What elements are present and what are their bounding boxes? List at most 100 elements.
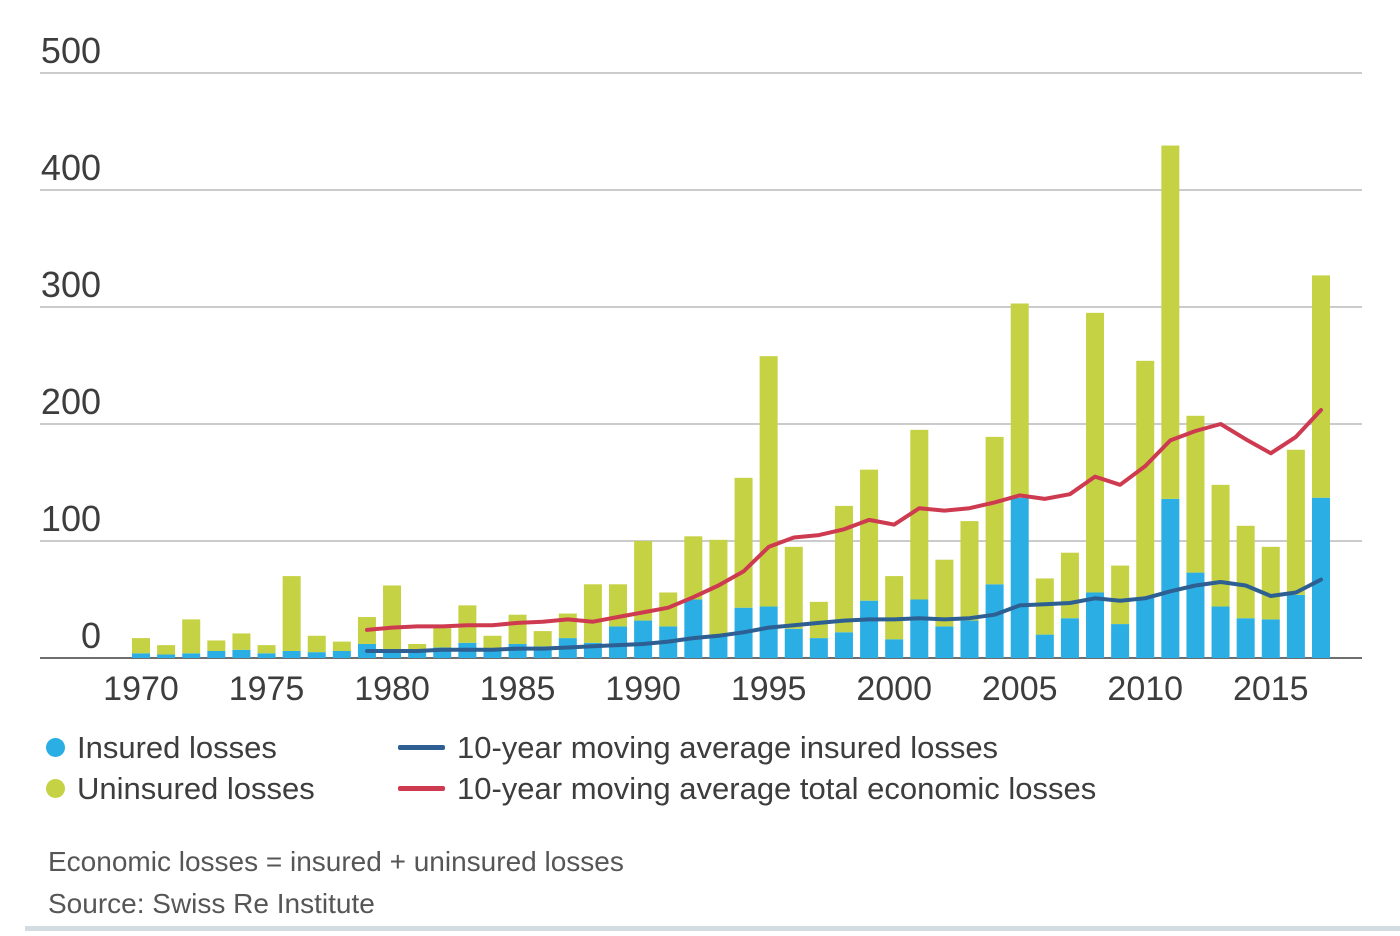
x-axis-tick-label: 2005 — [982, 670, 1058, 708]
bar-uninsured-1975 — [257, 645, 276, 654]
ma-total-line-icon — [398, 786, 445, 791]
x-axis-tick-label: 1995 — [731, 670, 807, 708]
legend-item-ma-insured: 10-year moving average insured losses — [398, 727, 998, 768]
y-axis-tick-label: 0 — [81, 615, 101, 656]
bar-uninsured-1981 — [408, 643, 427, 650]
bar-uninsured-1982 — [433, 627, 452, 648]
footnote-source: Source: Swiss Re Institute — [48, 888, 375, 919]
bar-uninsured-2008 — [1086, 312, 1105, 593]
bar-uninsured-1990 — [634, 541, 653, 621]
legend-label: 10-year moving average insured losses — [457, 729, 999, 765]
bar-uninsured-2000 — [885, 576, 904, 640]
bar-insured-1977 — [307, 652, 326, 658]
bar-insured-1992 — [684, 599, 703, 658]
bar-uninsured-1971 — [157, 645, 176, 655]
bar-uninsured-1973 — [207, 640, 226, 651]
bar-uninsured-2003 — [960, 521, 979, 621]
bar-insured-2000 — [885, 639, 904, 658]
bar-insured-1971 — [157, 654, 176, 658]
bar-uninsured-1984 — [483, 635, 502, 649]
bar-insured-2014 — [1236, 618, 1255, 658]
bar-insured-2016 — [1286, 594, 1305, 658]
bar-insured-1993 — [709, 634, 728, 658]
bar-insured-1976 — [282, 650, 301, 658]
bar-insured-1972 — [182, 653, 201, 658]
x-axis-tick-label: 1975 — [229, 670, 305, 708]
bar-insured-1985 — [508, 643, 527, 658]
x-axis-tick-label: 2000 — [856, 670, 932, 708]
bar-insured-2005 — [1010, 497, 1029, 658]
bottom-divider — [25, 926, 1400, 931]
x-axis-tick-label: 1990 — [605, 670, 681, 708]
line-ma-total — [365, 408, 1323, 632]
bar-insured-2004 — [985, 584, 1004, 658]
uninsured-losses-dot-icon — [46, 779, 65, 798]
insured-losses-dot-icon — [46, 738, 65, 757]
bar-uninsured-2007 — [1060, 552, 1079, 619]
y-axis-tick-label: 500 — [41, 30, 101, 71]
bar-uninsured-2004 — [985, 436, 1004, 585]
bar-insured-1982 — [433, 647, 452, 658]
bar-uninsured-1996 — [784, 546, 803, 629]
bar-uninsured-1978 — [332, 641, 351, 651]
y-axis-tick-label: 300 — [41, 264, 101, 305]
bar-uninsured-2013 — [1211, 484, 1230, 607]
bar-insured-1990 — [634, 620, 653, 658]
bar-insured-2008 — [1086, 592, 1105, 658]
bar-insured-2001 — [910, 599, 929, 658]
bar-insured-1989 — [609, 626, 628, 658]
legend-label: Insured losses — [77, 729, 277, 765]
bar-insured-1978 — [332, 650, 351, 658]
x-axis-tick-label: 1970 — [103, 670, 179, 708]
bar-insured-1986 — [533, 646, 552, 658]
bar-uninsured-2015 — [1261, 546, 1280, 620]
bar-insured-1998 — [834, 632, 853, 658]
x-axis-tick-label: 1980 — [354, 670, 430, 708]
bar-insured-1981 — [408, 649, 427, 658]
legend-item-ma-total: 10-year moving average total economic lo… — [398, 768, 1096, 809]
bar-uninsured-1986 — [533, 631, 552, 647]
bar-uninsured-2005 — [1010, 303, 1029, 498]
bar-uninsured-1976 — [282, 576, 301, 651]
bar-uninsured-1994 — [734, 477, 753, 608]
line-ma-insured — [365, 577, 1323, 653]
bar-uninsured-1999 — [860, 469, 879, 601]
bar-insured-2002 — [935, 626, 954, 658]
bar-uninsured-1988 — [583, 584, 602, 643]
bar-insured-1999 — [860, 600, 879, 658]
bar-insured-2012 — [1186, 572, 1205, 658]
bar-uninsured-1985 — [508, 614, 527, 644]
bar-uninsured-2009 — [1111, 565, 1130, 625]
bar-insured-1975 — [257, 653, 276, 658]
bar-uninsured-1972 — [182, 619, 201, 654]
bar-insured-1980 — [383, 649, 402, 658]
bar-uninsured-2006 — [1035, 578, 1054, 635]
bar-uninsured-1980 — [383, 585, 402, 650]
bar-insured-1974 — [232, 649, 251, 658]
bar-uninsured-2012 — [1186, 415, 1205, 573]
bar-uninsured-1977 — [307, 635, 326, 653]
bar-uninsured-2011 — [1161, 145, 1180, 499]
legend-label: Uninsured losses — [77, 770, 315, 806]
x-axis-tick-label: 1985 — [480, 670, 556, 708]
bar-insured-1970 — [132, 653, 150, 658]
bar-insured-2010 — [1136, 597, 1155, 658]
bar-insured-1995 — [759, 606, 778, 658]
bar-uninsured-2014 — [1236, 525, 1255, 619]
legend-label: 10-year moving average total economic lo… — [457, 770, 1097, 806]
bar-insured-1996 — [784, 628, 803, 658]
ma-insured-line-icon — [398, 745, 445, 750]
footnote-formula: Economic losses = insured + uninsured lo… — [48, 846, 624, 877]
bar-insured-1997 — [809, 638, 828, 658]
bar-uninsured-1992 — [684, 536, 703, 600]
legend-item-uninsured-losses: Uninsured losses — [46, 768, 315, 809]
x-axis-tick-label: 2015 — [1233, 670, 1309, 708]
y-axis-tick-label: 400 — [41, 147, 101, 188]
bar-insured-2009 — [1111, 624, 1130, 658]
bar-uninsured-1997 — [809, 601, 828, 639]
bar-insured-1973 — [207, 650, 226, 658]
legend-item-insured-losses: Insured losses — [46, 727, 277, 768]
bar-uninsured-2017 — [1311, 275, 1330, 498]
